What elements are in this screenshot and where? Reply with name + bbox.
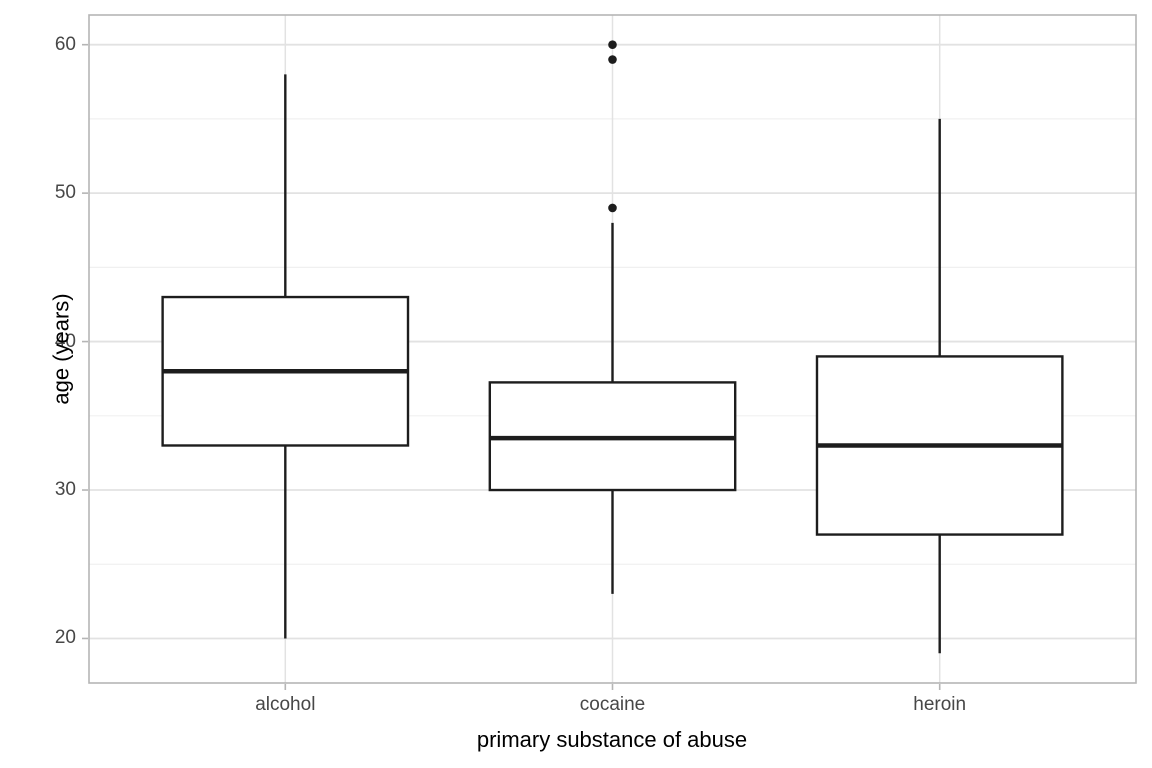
x-tick-label-alcohol: alcohol xyxy=(255,694,316,715)
y-tick-label-40: 40 xyxy=(54,330,76,352)
y-tick-label-20: 20 xyxy=(54,627,76,649)
x-axis-title: primary substance of abuse xyxy=(476,727,748,752)
outlier-cocaine-60 xyxy=(608,40,617,49)
y-tick-label-50: 50 xyxy=(54,182,76,204)
y-tick-label-30: 30 xyxy=(54,479,76,501)
outlier-cocaine-59 xyxy=(608,55,617,64)
y-tick-label-60: 60 xyxy=(54,33,76,55)
x-tick-label-cocaine: cocaine xyxy=(579,694,646,715)
x-tick-label-heroin: heroin xyxy=(913,694,967,715)
outlier-cocaine-49 xyxy=(608,203,617,213)
y-axis-title: age (years) xyxy=(48,293,74,405)
panel-border xyxy=(88,14,1137,684)
